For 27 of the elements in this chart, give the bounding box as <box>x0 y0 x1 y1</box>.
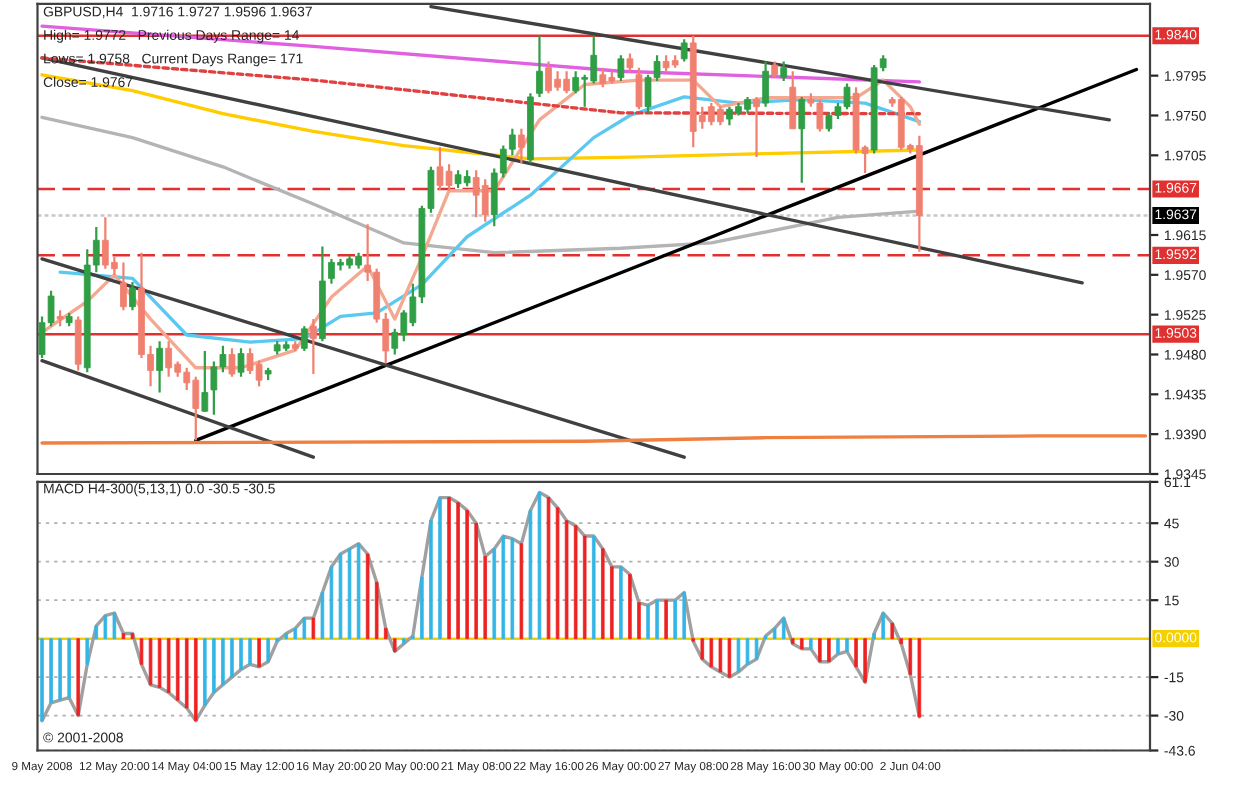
candlestick <box>310 317 317 376</box>
candlestick <box>572 70 580 95</box>
candlestick <box>753 95 760 159</box>
candlestick <box>237 347 245 378</box>
candlestick <box>599 66 607 89</box>
line-series <box>40 56 922 116</box>
candlestick <box>165 340 173 378</box>
candlestick <box>129 280 136 312</box>
candlestick <box>156 340 163 394</box>
line-series <box>40 24 922 84</box>
candlestick <box>635 66 643 111</box>
candlestick <box>518 127 525 165</box>
candlestick <box>780 60 788 83</box>
candlestick <box>228 347 236 378</box>
candlestick <box>120 261 127 312</box>
candlestick <box>798 95 806 184</box>
candlestick <box>536 34 543 99</box>
line-series <box>40 115 922 255</box>
candlestick <box>789 70 797 130</box>
candlestick <box>201 349 209 414</box>
candlestick <box>680 38 688 63</box>
candlestick <box>762 60 769 108</box>
candlestick <box>74 315 82 372</box>
line-series <box>58 95 922 344</box>
candlestick <box>617 54 625 83</box>
candlestick <box>300 325 308 353</box>
candlestick <box>481 178 489 223</box>
